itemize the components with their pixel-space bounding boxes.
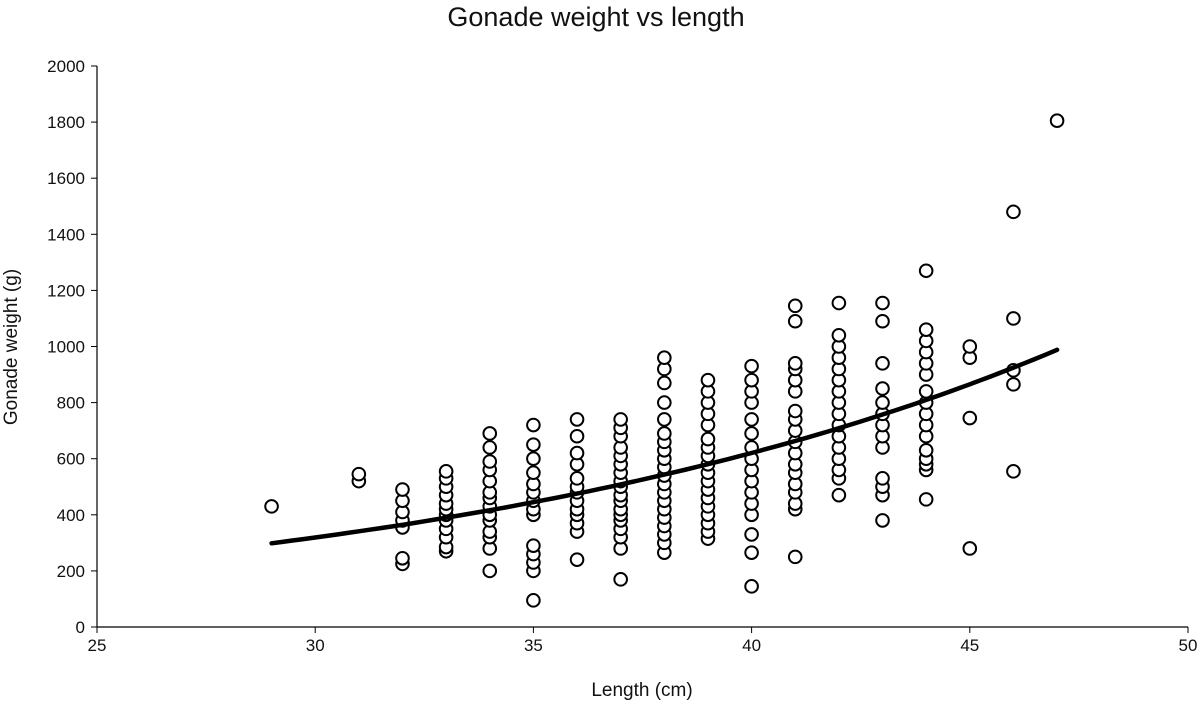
data-point [526, 417, 541, 433]
x-tick-label: 50 [1179, 636, 1198, 655]
data-point [657, 395, 672, 410]
data-point [569, 471, 585, 486]
data-point [744, 412, 759, 427]
data-point [918, 322, 934, 337]
data-point [526, 593, 541, 608]
data-point [395, 550, 410, 566]
data-point [918, 442, 934, 458]
data-point [569, 428, 585, 444]
data-point [482, 563, 498, 579]
x-tick-label: 35 [524, 636, 543, 655]
data-point [875, 513, 890, 528]
y-tick-label: 1200 [47, 281, 85, 300]
data-point [569, 445, 585, 461]
data-point [744, 426, 759, 441]
data-point [526, 437, 541, 452]
data-point [482, 426, 498, 441]
data-point [482, 454, 498, 469]
data-point [613, 412, 628, 427]
data-point [395, 482, 410, 497]
data-point [918, 384, 934, 399]
data-point [831, 295, 847, 311]
data-point [962, 339, 978, 354]
y-tick-label: 600 [57, 450, 85, 469]
x-tick-label: 30 [306, 636, 325, 655]
data-point [482, 440, 498, 455]
data-point [264, 499, 279, 514]
axes: 25 30 35 40 45 50 0 200 400 600 800 1000 1200 1400 160… [47, 57, 1197, 655]
x-tick-label: 25 [88, 636, 107, 655]
data-point [438, 464, 454, 479]
trendline-group [269, 347, 1060, 546]
data-point [787, 549, 803, 565]
data-point [744, 545, 759, 560]
y-tick-label: 0 [76, 618, 85, 637]
data-point [569, 552, 585, 567]
y-axis-label: Gonade weight (g) [1, 269, 22, 425]
y-tick-label: 200 [57, 562, 85, 581]
y-tick-label: 1000 [47, 338, 85, 357]
data-point [962, 410, 978, 426]
y-tick-label: 800 [57, 394, 85, 413]
x-tick-label: 45 [960, 636, 979, 655]
data-point [787, 356, 803, 371]
data-point [787, 313, 803, 329]
data-point [875, 356, 890, 371]
data-point [657, 375, 672, 391]
data-point [526, 465, 541, 481]
data-point [918, 263, 934, 279]
chart-title: Gonade weight vs length [447, 2, 744, 32]
data-point [526, 538, 541, 553]
data-point [657, 426, 672, 441]
data-point [657, 350, 672, 366]
data-point [744, 579, 759, 594]
y-tick-label: 2000 [47, 57, 85, 76]
data-points [264, 113, 1065, 608]
y-tick-label: 1400 [47, 225, 85, 244]
data-point [1006, 377, 1021, 392]
data-point [787, 298, 803, 314]
data-point [918, 492, 934, 507]
data-point [1006, 464, 1021, 479]
data-point [526, 451, 541, 467]
data-point [875, 313, 890, 329]
trendline [269, 347, 1060, 546]
data-point [1049, 113, 1065, 128]
data-point [875, 381, 890, 396]
data-point [744, 358, 759, 374]
y-tick-label: 400 [57, 506, 85, 525]
data-point [875, 471, 890, 486]
data-point [1006, 311, 1021, 326]
data-point [744, 372, 759, 388]
data-point [831, 327, 847, 343]
y-tick-label: 1600 [47, 169, 85, 188]
data-point [613, 572, 628, 587]
data-point [875, 395, 890, 410]
data-point [962, 541, 978, 556]
data-point [875, 295, 890, 311]
data-point [787, 403, 803, 419]
x-tick-label: 40 [742, 636, 761, 655]
data-point [657, 412, 672, 427]
data-point [351, 466, 367, 482]
data-point [700, 431, 716, 447]
y-tick-label: 1800 [47, 113, 85, 132]
data-point [700, 372, 716, 388]
x-axis-label: Length (cm) [591, 680, 692, 701]
data-point [831, 487, 847, 503]
data-point [569, 412, 585, 427]
data-point [744, 527, 759, 542]
data-point [1006, 204, 1021, 220]
